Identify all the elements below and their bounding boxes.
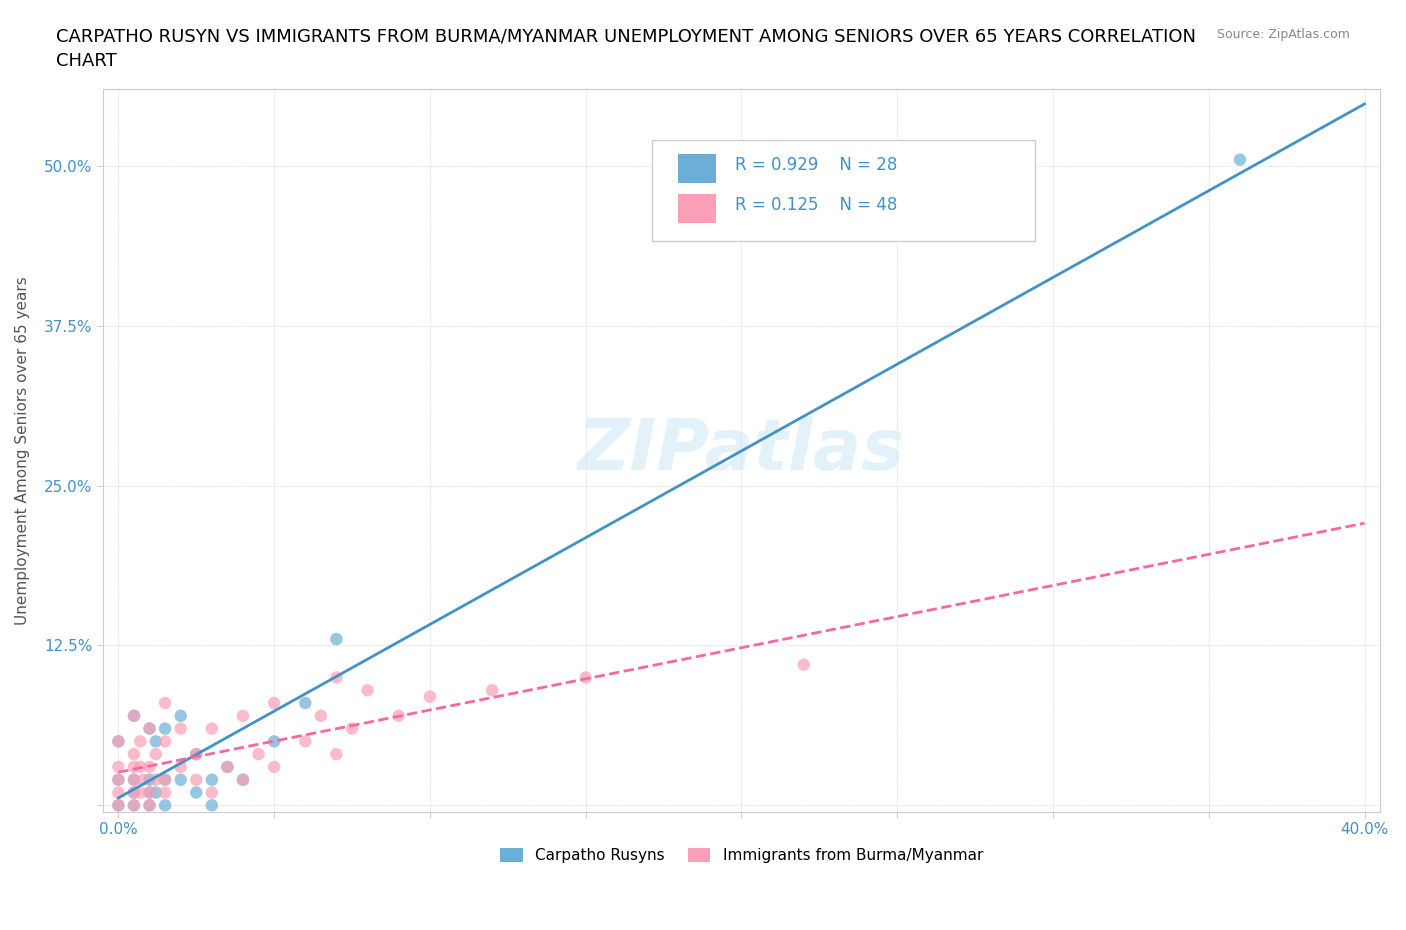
Point <box>122 760 145 775</box>
Point <box>294 696 316 711</box>
FancyBboxPatch shape <box>678 194 716 223</box>
Point <box>575 670 598 684</box>
FancyBboxPatch shape <box>652 140 1035 241</box>
Point <box>107 785 129 800</box>
Point <box>186 785 208 800</box>
Point <box>153 734 176 749</box>
Point <box>138 798 160 813</box>
Point <box>309 709 332 724</box>
Point <box>107 798 129 813</box>
Point <box>138 721 160 736</box>
Point <box>107 772 129 787</box>
Point <box>232 772 254 787</box>
Point <box>153 772 176 787</box>
Point <box>138 721 160 736</box>
Point <box>170 721 193 736</box>
Point <box>388 709 411 724</box>
Point <box>153 696 176 711</box>
Text: R = 0.125    N = 48: R = 0.125 N = 48 <box>735 196 897 214</box>
Point <box>170 760 193 775</box>
Point <box>201 798 224 813</box>
Point <box>138 785 160 800</box>
Point <box>263 760 285 775</box>
Point <box>153 785 176 800</box>
Point <box>217 760 239 775</box>
Point <box>145 772 167 787</box>
Point <box>186 747 208 762</box>
Point <box>232 772 254 787</box>
Point <box>325 747 347 762</box>
Point <box>153 772 176 787</box>
Legend: Carpatho Rusyns, Immigrants from Burma/Myanmar: Carpatho Rusyns, Immigrants from Burma/M… <box>494 842 990 869</box>
Point <box>107 760 129 775</box>
Point <box>145 785 167 800</box>
Point <box>129 734 152 749</box>
Point <box>1229 153 1251 167</box>
Text: Source: ZipAtlas.com: Source: ZipAtlas.com <box>1216 28 1350 41</box>
Point <box>122 709 145 724</box>
Point <box>138 772 160 787</box>
Point <box>481 683 503 698</box>
Point <box>107 798 129 813</box>
Point <box>419 689 441 704</box>
Point <box>122 785 145 800</box>
Point <box>122 798 145 813</box>
Point <box>340 721 363 736</box>
Text: R = 0.929    N = 28: R = 0.929 N = 28 <box>735 156 897 174</box>
Point <box>129 785 152 800</box>
Point <box>793 658 815 672</box>
Point <box>356 683 378 698</box>
FancyBboxPatch shape <box>678 154 716 183</box>
Y-axis label: Unemployment Among Seniors over 65 years: Unemployment Among Seniors over 65 years <box>15 276 30 625</box>
Point <box>122 785 145 800</box>
Point <box>232 709 254 724</box>
Point <box>263 696 285 711</box>
Point <box>201 721 224 736</box>
Point <box>145 747 167 762</box>
Point <box>263 734 285 749</box>
Point <box>294 734 316 749</box>
Point <box>325 670 347 684</box>
Point <box>153 798 176 813</box>
Point <box>201 785 224 800</box>
Point <box>107 734 129 749</box>
Point <box>122 709 145 724</box>
Point <box>186 747 208 762</box>
Point <box>325 631 347 646</box>
Point <box>122 798 145 813</box>
Point <box>138 798 160 813</box>
Point <box>153 721 176 736</box>
Point <box>122 772 145 787</box>
Point <box>129 760 152 775</box>
Point <box>247 747 270 762</box>
Point <box>186 772 208 787</box>
Point <box>145 734 167 749</box>
Point <box>170 772 193 787</box>
Point <box>138 760 160 775</box>
Point <box>122 747 145 762</box>
Point <box>170 709 193 724</box>
Text: CARPATHO RUSYN VS IMMIGRANTS FROM BURMA/MYANMAR UNEMPLOYMENT AMONG SENIORS OVER : CARPATHO RUSYN VS IMMIGRANTS FROM BURMA/… <box>56 28 1197 70</box>
Point <box>217 760 239 775</box>
Point <box>107 772 129 787</box>
Text: ZIPatlas: ZIPatlas <box>578 416 905 485</box>
Point <box>201 772 224 787</box>
Point <box>132 772 155 787</box>
Point <box>138 785 160 800</box>
Point <box>107 734 129 749</box>
Point <box>122 772 145 787</box>
